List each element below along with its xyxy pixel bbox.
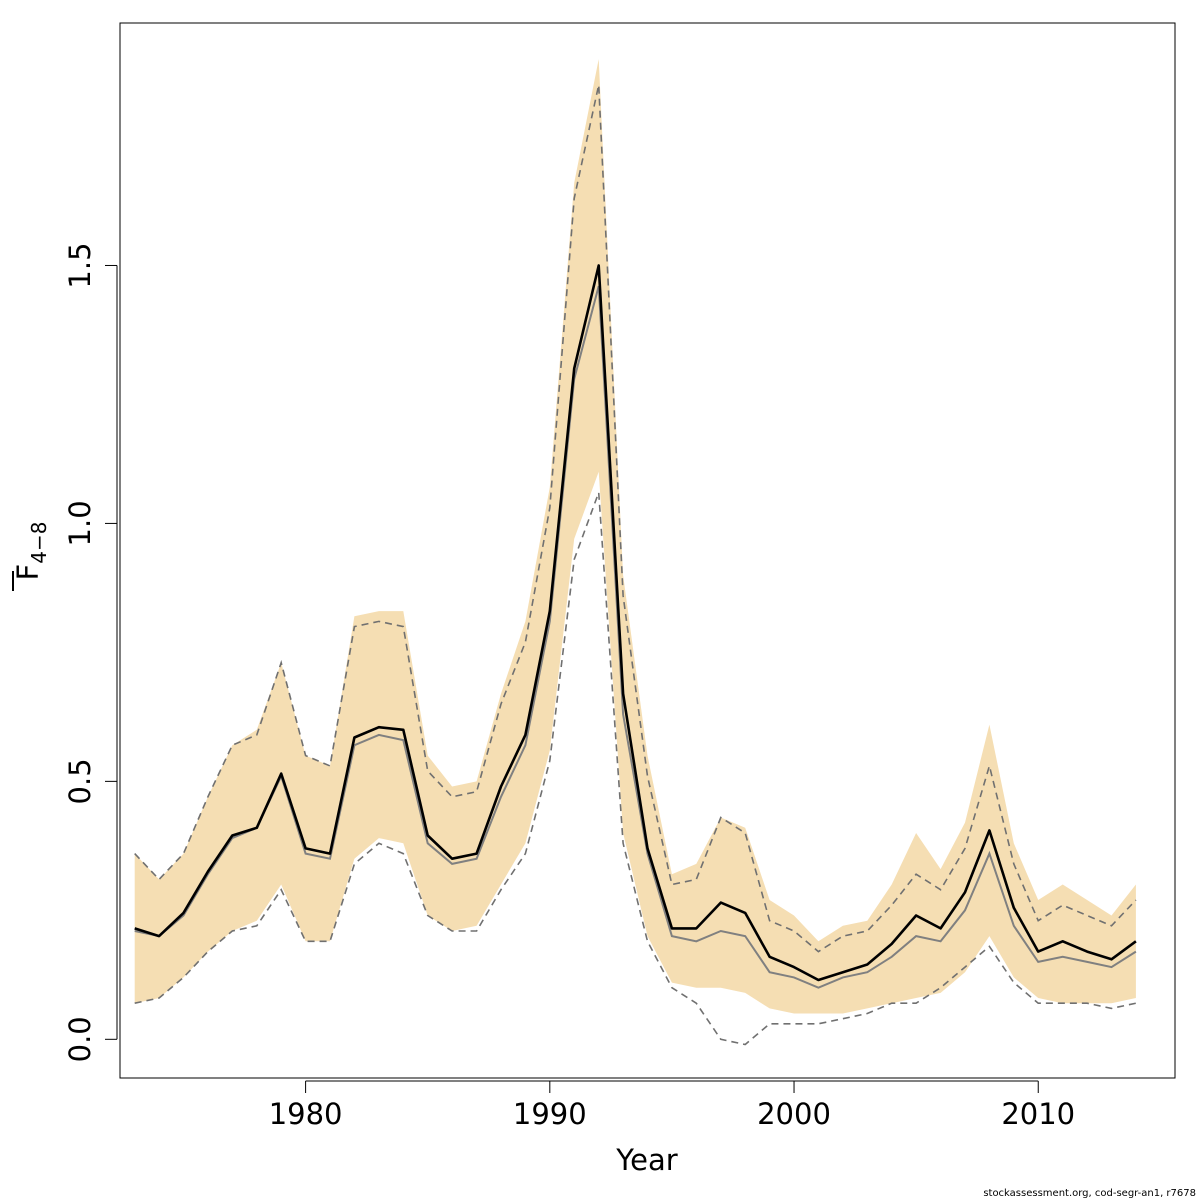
ci-lower-line — [134, 492, 1137, 1046]
y-axis-title: F4−8 — [11, 522, 51, 591]
x-tick-label: 2010 — [1001, 1097, 1075, 1131]
y-tick-label: 0.5 — [63, 758, 97, 804]
plot-area — [134, 59, 1137, 1046]
y-axis: 0.0 0.5 1.0 1.5 — [63, 242, 118, 1062]
svg-text:F4−8: F4−8 — [11, 522, 51, 581]
x-tick-label: 1980 — [269, 1097, 343, 1131]
ci-upper-line — [134, 84, 1137, 953]
x-axis-title: Year — [615, 1143, 677, 1177]
y-axis-title-main: F — [11, 564, 45, 581]
reference-line — [134, 285, 1137, 989]
estimate-line — [134, 264, 1137, 982]
plot-frame — [119, 22, 1176, 1079]
x-tick-label: 2000 — [757, 1097, 831, 1131]
y-axis-title-subscript: 4−8 — [27, 522, 51, 564]
footer-credit: stockassessment.org, cod-segr-an1, r7678 — [983, 1188, 1196, 1199]
y-tick-label: 1.5 — [63, 242, 97, 288]
confidence-band — [134, 59, 1136, 1014]
x-axis: 1980 1990 2000 2010 — [269, 1080, 1075, 1131]
y-tick-label: 0.0 — [63, 1016, 97, 1062]
x-tick-label: 1990 — [513, 1097, 587, 1131]
y-tick-label: 1.0 — [63, 500, 97, 546]
